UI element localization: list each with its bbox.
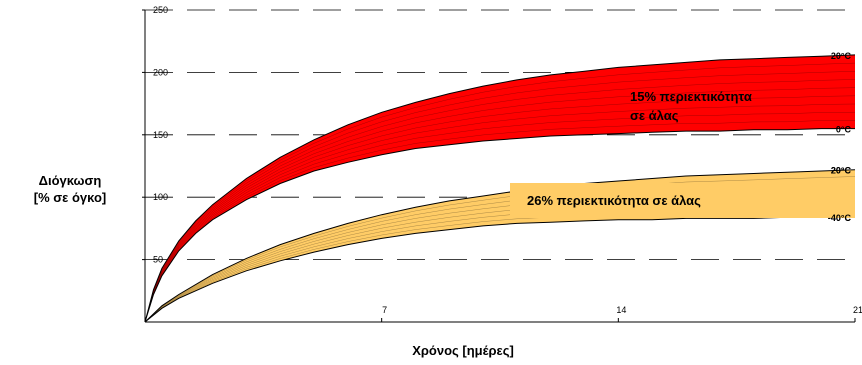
y-tick-label-150: 150: [153, 130, 168, 140]
band-hatch-1-6: [144, 79, 856, 323]
band-hatch-1-8: [144, 62, 856, 323]
band-hatch-2-6: [144, 176, 856, 323]
y-axis-title-line-1: Διόγκωση: [39, 173, 102, 188]
y-tick-label-250: 250: [153, 5, 168, 15]
band-hatch-1-4: [144, 95, 856, 323]
y-axis-title-line-2: [% σε όγκο]: [34, 190, 106, 205]
band-upper-curve-2: [144, 169, 856, 323]
y-tick-label-100: 100: [153, 192, 168, 202]
x-tick-label-21: 21: [853, 305, 862, 315]
band-1-label-line-1: 15% περιεκτικότητα: [630, 89, 752, 104]
band-2-label-box: [510, 183, 855, 218]
band-fill-1: [145, 54, 855, 323]
band-1-upper-label: 20°C: [831, 51, 852, 61]
band-2-lower-label-top: -40°C: [828, 213, 852, 223]
band-hatch-1-5: [144, 87, 856, 323]
band-upper-curve-1: [144, 54, 856, 323]
band-hatch-1-1: [144, 120, 856, 323]
label-layer: 20°C 0°C 20°C -40°C 15% περιεκτικότητα σε άλα…: [510, 51, 855, 223]
band-2-lower-label: -40°C: [828, 213, 852, 223]
x-tick-label-14: 14: [616, 305, 626, 315]
band-2-label: 26% περιεκτικότητα σε άλας: [527, 193, 701, 208]
band-hatch-1-7: [144, 71, 856, 323]
band-hatch-1-3: [144, 103, 856, 323]
band-2-upper-label-top: 20°C: [831, 166, 852, 176]
y-tick-label-50: 50: [153, 255, 163, 265]
x-tick-label-7: 7: [382, 305, 387, 315]
band-1-lower-label: 0°C: [836, 125, 852, 135]
axis-layer: [144, 10, 855, 323]
x-axis-title: Χρόνος [ημέρες]: [412, 343, 514, 358]
band-lower-curve-2: [144, 216, 855, 323]
y-tick-label-200: 200: [153, 67, 168, 77]
band-hatch-1-2: [144, 112, 856, 323]
band-1-label-line-2: σε άλας: [630, 108, 679, 123]
band-2-upper-label: 20°C: [831, 166, 852, 176]
tick-layer: 50 100 150 200 250 7 14 21: [142, 5, 862, 322]
band-lower-curve-1: [144, 128, 855, 323]
